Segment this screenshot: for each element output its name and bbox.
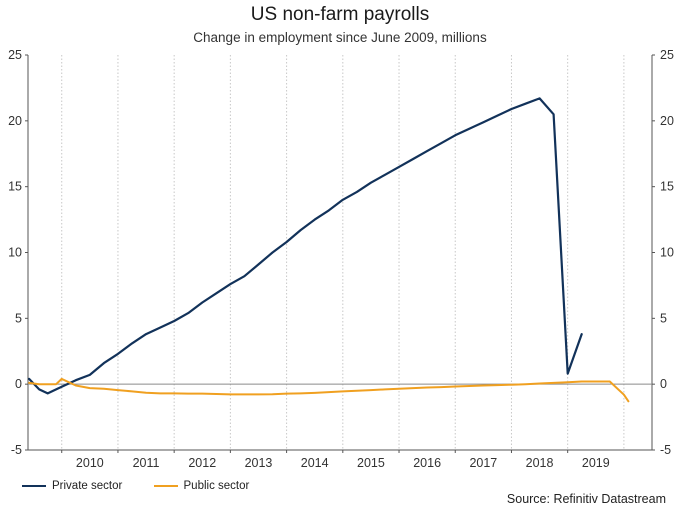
x-tick-label: 2019 <box>582 456 610 470</box>
y-tick-label-right: 10 <box>660 246 674 260</box>
legend-swatch-private <box>22 485 46 487</box>
legend-item-private: Private sector <box>22 480 122 492</box>
y-tick-label-right: 15 <box>660 180 674 194</box>
chart-title: US non-farm payrolls <box>250 4 430 25</box>
y-tick-label-right: 0 <box>660 377 667 391</box>
y-tick-label-left: 0 <box>15 377 22 391</box>
x-tick-label: 2011 <box>133 456 160 470</box>
legend-label-public: Public sector <box>183 480 250 492</box>
y-tick-label-left: 5 <box>15 311 22 325</box>
x-tick-label: 2016 <box>413 456 441 470</box>
legend-label-private: Private sector <box>52 480 123 492</box>
x-tick-label: 2018 <box>526 456 554 470</box>
axis-layer <box>25 54 655 453</box>
chart-subtitle: Change in employment since June 2009, mi… <box>193 30 487 45</box>
y-tick-label-left: 10 <box>8 246 22 260</box>
x-tick-label: 2010 <box>76 456 104 470</box>
legend-swatch-public <box>153 485 178 487</box>
x-tick-label: 2012 <box>188 456 216 470</box>
y-tick-label-right: 25 <box>660 48 674 62</box>
y-tick-label-right: -5 <box>660 443 671 457</box>
series-layer <box>28 97 630 403</box>
y-tick-label-left: 20 <box>8 114 22 128</box>
x-tick-label: 2014 <box>301 456 329 470</box>
y-tick-label-left: -5 <box>11 443 22 457</box>
series-line-public <box>28 377 630 403</box>
series-line-private <box>28 97 583 395</box>
x-tick-label: 2017 <box>469 456 497 470</box>
source-note: Source: Refinitiv Datastream <box>506 492 666 506</box>
y-tick-label-left: 15 <box>8 180 22 194</box>
x-tick-label: 2013 <box>245 456 273 470</box>
x-tick-label: 2015 <box>357 456 385 470</box>
chart-legend: Private sector Public sector <box>22 478 277 492</box>
tick-label-layer: -5 -5 0 0 5 5 10 10 15 15 20 20 25 25 2010 2011 2012 2013… <box>8 48 674 470</box>
y-tick-label-left: 25 <box>8 48 22 62</box>
legend-item-public: Public sector <box>153 480 250 492</box>
y-tick-label-right: 5 <box>660 311 667 325</box>
y-tick-label-right: 20 <box>660 114 674 128</box>
